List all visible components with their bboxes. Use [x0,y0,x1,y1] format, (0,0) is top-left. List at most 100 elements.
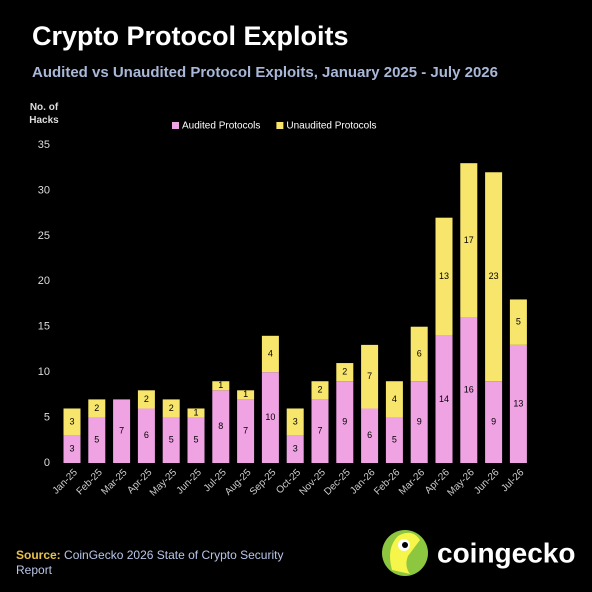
bar-segment [460,317,478,463]
value-label: 2 [169,403,174,413]
bar-segment [137,390,155,409]
bar-segment [311,399,329,463]
legend-swatch [276,122,284,129]
value-label: 4 [392,394,397,404]
logo-icon [382,530,428,576]
bar-segment [336,381,354,463]
brand: coingecko [437,537,575,568]
bar-segment [435,335,453,463]
value-label: 1 [193,407,198,417]
value-label: 2 [144,394,149,404]
y-tick-label: 15 [38,321,50,333]
value-label: 1 [218,380,223,390]
value-label: 5 [193,435,198,445]
bar-segment [212,390,230,463]
x-tick-label: Mar-25 [99,467,129,497]
bar-segment [212,381,230,391]
value-label: 7 [367,371,372,381]
y-tick-label: 30 [38,184,50,196]
value-label: 5 [94,435,99,445]
bar-segment [410,326,428,382]
bar-segment [485,172,503,382]
x-tick-label: Jul-26 [499,467,526,494]
value-label: 1 [243,389,248,399]
value-label: 2 [94,403,99,413]
x-tick-label: Dec-25 [322,467,353,498]
chart-title: Crypto Protocol Exploits [32,21,349,51]
value-label: 5 [169,435,174,445]
y-tick-label: 25 [38,230,50,242]
value-label: 7 [243,426,248,436]
bar-segment [385,381,403,418]
value-label: 6 [417,348,422,358]
value-label: 9 [342,416,347,426]
bar-segment [63,408,81,436]
value-label: 8 [218,421,223,431]
chart-subtitle: Audited vs Unaudited Protocol Exploits, … [32,64,498,81]
bar-segment [485,381,503,463]
bar-segment [137,408,155,463]
bar-segment [261,372,279,463]
value-label: 6 [367,430,372,440]
x-tick-label: Jun-26 [472,467,502,497]
value-label: 7 [317,426,322,436]
bar-segment [113,399,131,463]
bar-segment [509,344,527,463]
value-label: 7 [119,426,124,436]
bar-segment [286,408,304,436]
legend-label: Audited Protocols [182,121,260,132]
x-tick-label: Feb-25 [75,467,105,497]
value-label: 3 [293,444,298,454]
value-label: 14 [439,394,449,404]
value-label: 13 [513,398,523,408]
bar-segment [237,390,255,400]
x-tick-label: Mar-26 [397,467,427,497]
value-label: 2 [342,367,347,377]
value-label: 13 [439,271,449,281]
bar-segment [88,399,106,418]
y-tick-label: 10 [38,366,50,378]
value-label: 16 [464,385,474,395]
source: Source: CoinGecko 2026 State of Crypto S… [16,548,316,578]
x-tick-label: Sep-25 [248,467,279,498]
x-tick-label: Feb-26 [372,467,402,497]
bar-segment [385,417,403,463]
legend-swatch [172,122,179,129]
x-tick-label: May-25 [148,467,180,499]
value-label: 3 [69,444,74,454]
value-label: 3 [69,416,74,426]
bar-segment [88,417,106,463]
value-label: 10 [265,412,275,422]
legend-label: Unaudited Protocols [286,121,376,132]
bar-segment [187,417,205,463]
value-label: 2 [317,385,322,395]
bar-segment [187,408,205,418]
bar-segment [336,363,354,382]
x-tick-label: Jun-25 [175,467,205,497]
source-label: Source: [16,548,61,562]
bar-segment [435,217,453,336]
y-tick-label: 0 [44,457,50,469]
x-tick-label: Nov-25 [297,467,328,498]
bar-segment [261,335,279,373]
bar-segment [162,399,180,418]
bar-segment [237,399,255,463]
bar-segment [509,299,527,345]
bar-segment [410,381,428,463]
bar-segment [361,408,379,463]
value-label: 23 [489,271,499,281]
x-tick-label: May-26 [445,467,477,499]
value-label: 4 [268,348,273,358]
y-tick-label: 5 [44,411,50,423]
bar-segment [460,163,478,318]
bar-segment [311,381,329,400]
value-label: 6 [144,430,149,440]
bar-segment [361,344,379,409]
y-tick-label: 35 [38,139,50,151]
value-label: 9 [491,416,496,426]
y-tick-label: 20 [38,275,50,287]
y-axis-label: No. of Hacks [29,102,59,126]
value-label: 5 [516,317,521,327]
